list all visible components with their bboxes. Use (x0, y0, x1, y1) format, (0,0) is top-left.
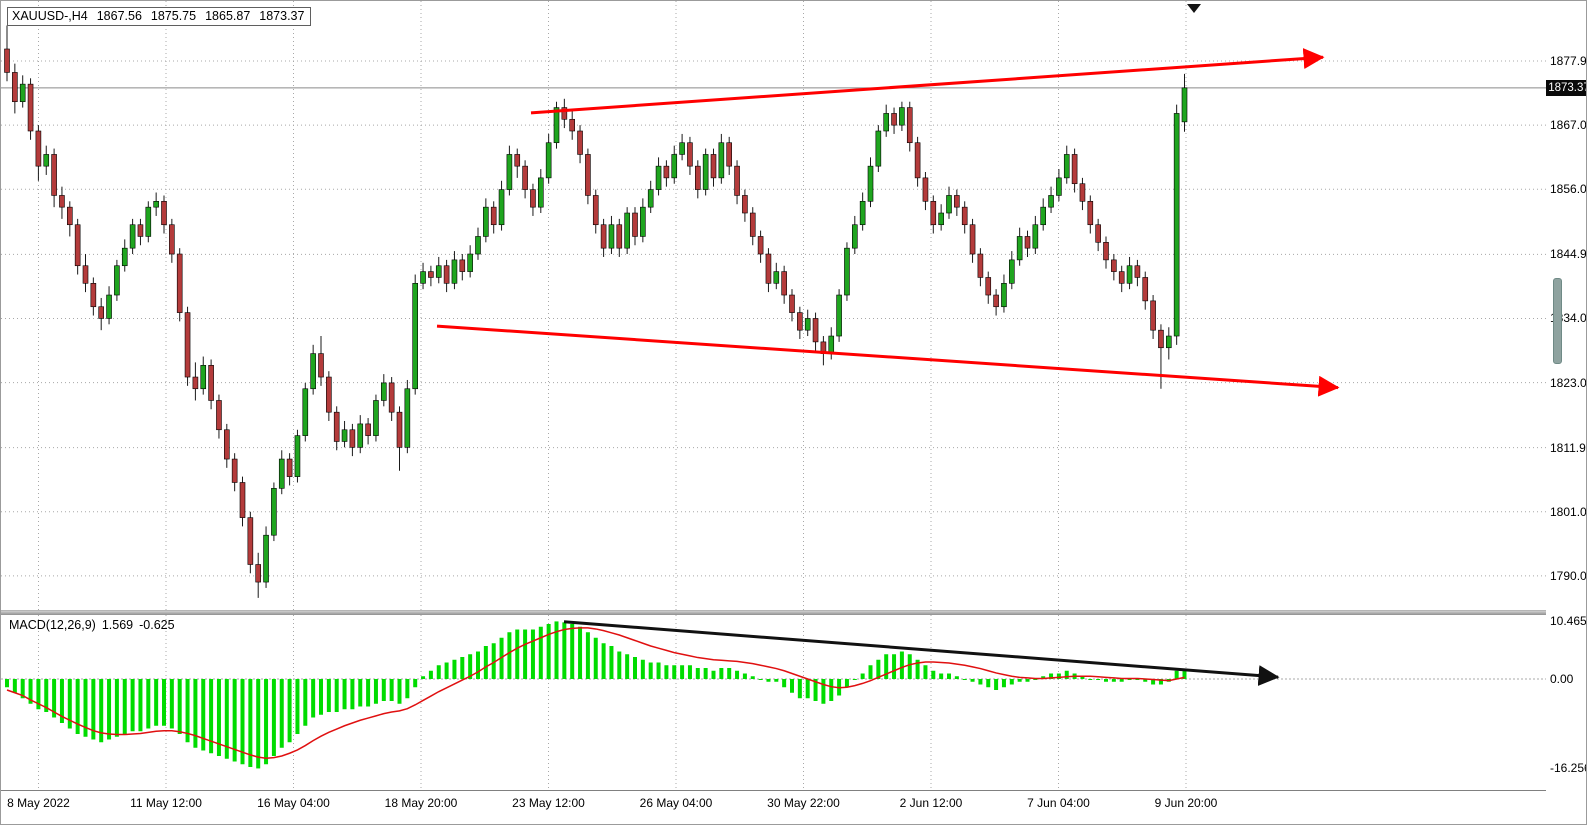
macd-indicator-pane[interactable] (1, 615, 1546, 790)
macd-axis-label: -16.256 (1550, 761, 1587, 776)
price-axis-label: 1823.05 (1550, 375, 1587, 390)
macd-name: MACD(12,26,9) (9, 618, 96, 632)
lower-trendline-arrow[interactable] (436, 324, 1340, 397)
time-axis-label: 9 Jun 20:00 (1154, 796, 1218, 810)
grid-layer (1, 1, 1546, 610)
symbol-period-label: XAUUSD-,H4 (12, 9, 88, 23)
open-value: 1867.56 (96, 9, 142, 23)
macd-histogram-layer (5, 621, 1187, 769)
macd-value: 1.569 (101, 618, 134, 632)
time-axis-separator (1, 790, 1586, 791)
time-axis-label: 26 May 04:00 (639, 796, 713, 810)
time-axis-label: 30 May 22:00 (767, 796, 840, 810)
price-axis-label: 1856.05 (1550, 182, 1587, 197)
current-price-badge: 1873.37 (1546, 80, 1586, 96)
pane-splitter[interactable] (1, 610, 1586, 615)
high-value: 1875.75 (150, 9, 197, 23)
macd-trendline-arrow[interactable] (563, 620, 1280, 687)
ohlc-info-box: XAUUSD-,H4 1867.56 1875.75 1865.87 1873.37 (7, 7, 312, 26)
price-axis-label: 1877.95 (1550, 54, 1587, 68)
low-value: 1865.87 (205, 9, 251, 23)
price-axis-label: 1801.00 (1550, 504, 1587, 519)
time-axis-label: 16 May 04:00 (257, 796, 330, 810)
macd-signal-value: -0.625 (139, 618, 175, 632)
price-axis-label: 1844.95 (1550, 247, 1587, 262)
candles-layer (4, 25, 1188, 598)
macd-signal-line (6, 627, 1185, 759)
time-axis-label: 11 May 12:00 (130, 796, 202, 810)
upper-trendline-arrow[interactable] (530, 48, 1325, 115)
time-axis-label: 23 May 12:00 (512, 796, 585, 810)
time-axis-label: 18 May 20:00 (384, 796, 458, 810)
time-axis[interactable]: 8 May 2022 11 May 12:00 16 May 04:00 18 May… (1, 791, 1586, 824)
time-axis-label: 2 Jun 12:00 (899, 796, 963, 810)
chart-shift-triangle-icon[interactable] (1187, 4, 1201, 13)
main-price-chart[interactable] (1, 1, 1546, 610)
scrollbar-thumb[interactable] (1553, 278, 1562, 364)
price-axis-label: 1790.05 (1550, 568, 1587, 583)
price-axis-label: 1867.00 (1550, 118, 1587, 133)
time-axis-label: 7 Jun 04:00 (1027, 796, 1090, 810)
time-axis-label: 8 May 2022 (7, 796, 70, 810)
macd-indicator-label: MACD(12,26,9) 1.569 -0.625 (9, 618, 175, 632)
macd-axis-label: 0.00 (1550, 672, 1574, 686)
macd-axis-label: 10.465 (1550, 614, 1587, 629)
price-axis-label: 1811.95 (1550, 440, 1586, 455)
close-value: 1873.37 (259, 9, 305, 23)
price-axis[interactable]: 1873.37 1877.951867.001856.051844.951834… (1546, 1, 1587, 791)
